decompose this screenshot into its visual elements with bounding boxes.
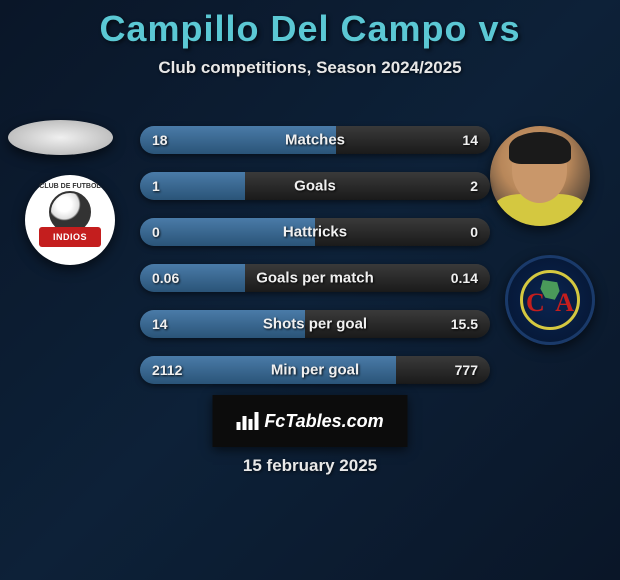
stat-right-value: 15.5: [451, 316, 478, 332]
stat-left-value: 0: [152, 224, 160, 240]
stat-bar-right: [245, 172, 490, 200]
stat-row-goals-per-match: 0.06 Goals per match 0.14: [140, 264, 490, 292]
bar-chart-icon: [236, 412, 258, 430]
stat-right-value: 2: [470, 178, 478, 194]
comparison-date: 15 february 2025: [243, 456, 377, 476]
right-club-logo: C A: [505, 255, 595, 345]
player-silhouette-graphic: [490, 126, 590, 226]
left-club-logo: CLUB DE FUTBOL INDIOS: [25, 175, 115, 265]
stat-left-value: 2112: [152, 362, 182, 378]
stat-label: Min per goal: [271, 362, 359, 379]
stat-left-value: 0.06: [152, 270, 179, 286]
indios-logo-graphic: CLUB DE FUTBOL INDIOS: [35, 185, 105, 255]
page-title: Campillo Del Campo vs: [0, 0, 620, 50]
stat-row-hattricks: 0 Hattricks 0: [140, 218, 490, 246]
fctables-badge[interactable]: FcTables.com: [213, 395, 408, 447]
stat-row-goals: 1 Goals 2: [140, 172, 490, 200]
ca-letter-c: C: [526, 288, 545, 318]
stat-right-value: 14: [462, 132, 478, 148]
stat-left-value: 1: [152, 178, 160, 194]
stat-right-value: 0: [470, 224, 478, 240]
stat-label: Goals per match: [256, 270, 374, 287]
right-player-avatar: [490, 126, 590, 226]
ca-letter-a: A: [555, 288, 574, 318]
stat-left-value: 14: [152, 316, 168, 332]
stat-right-value: 0.14: [451, 270, 478, 286]
indios-banner-text: INDIOS: [39, 227, 101, 247]
left-player-avatar: [8, 120, 113, 155]
stat-label: Shots per goal: [263, 316, 367, 333]
stats-comparison-container: 18 Matches 14 1 Goals 2 0 Hattricks 0 0.…: [140, 126, 490, 402]
stat-left-value: 18: [152, 132, 168, 148]
indios-arc-text: CLUB DE FUTBOL: [37, 183, 103, 190]
stat-row-shots-per-goal: 14 Shots per goal 15.5: [140, 310, 490, 338]
stat-row-matches: 18 Matches 14: [140, 126, 490, 154]
fctables-brand-text: FcTables.com: [264, 411, 383, 432]
club-america-logo-graphic: C A: [520, 270, 580, 330]
stat-right-value: 777: [455, 362, 478, 378]
page-subtitle: Club competitions, Season 2024/2025: [0, 58, 620, 78]
stat-label: Matches: [285, 132, 345, 149]
stat-label: Goals: [294, 178, 336, 195]
stat-row-min-per-goal: 2112 Min per goal 777: [140, 356, 490, 384]
stat-label: Hattricks: [283, 224, 347, 241]
